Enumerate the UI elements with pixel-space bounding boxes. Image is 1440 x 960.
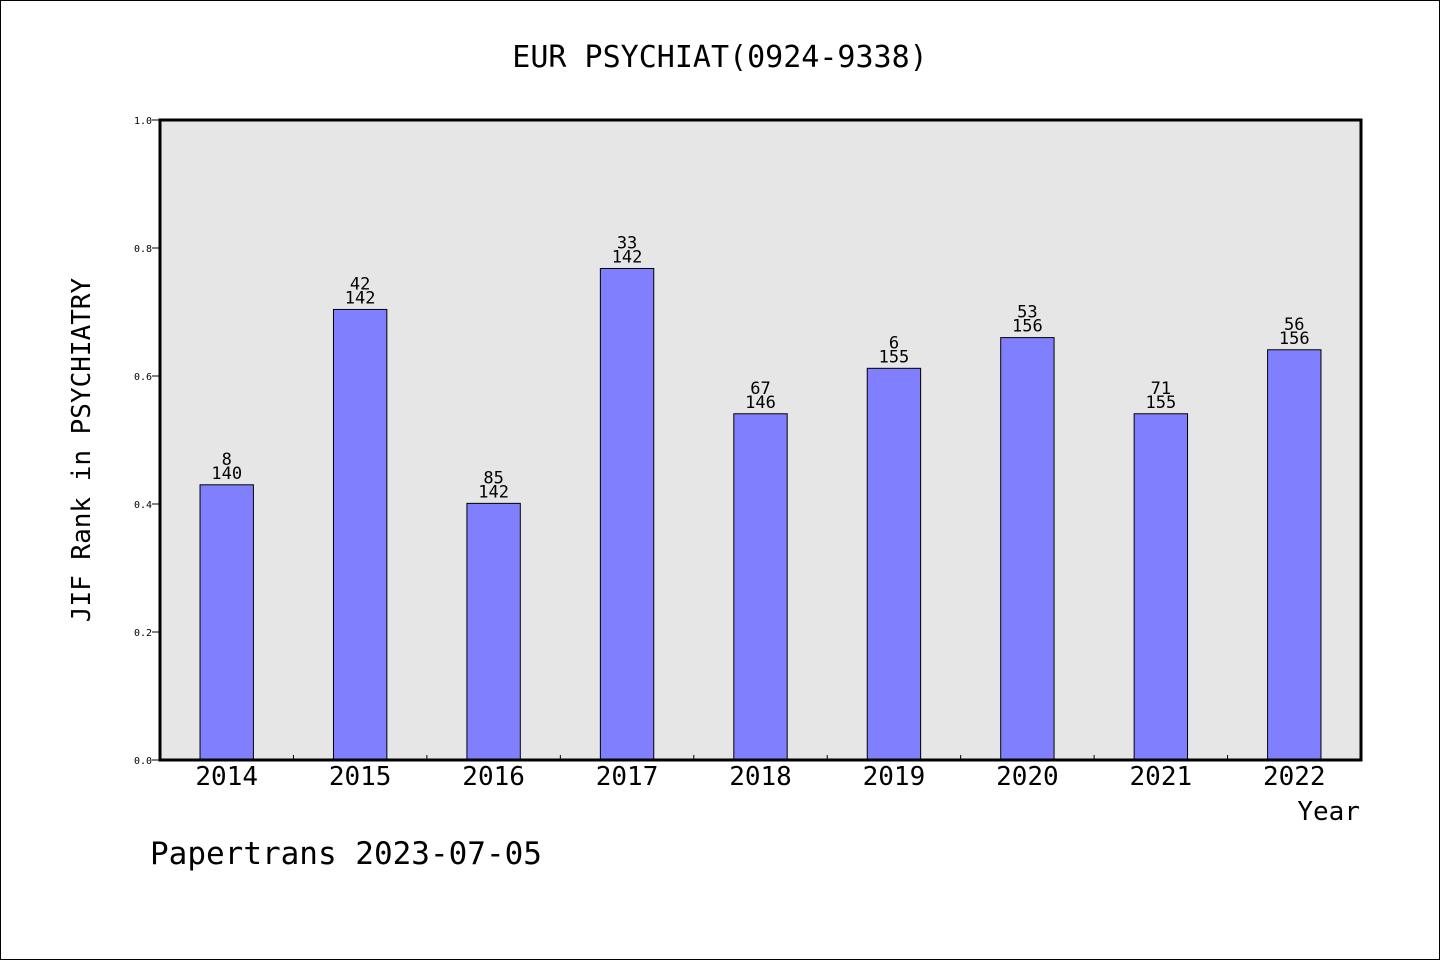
x-tick-label: 2019 bbox=[863, 762, 926, 792]
bar-rank-label: 42 bbox=[350, 274, 370, 294]
bar-rank-label: 85 bbox=[483, 468, 503, 488]
bar-total-label: 155 bbox=[879, 347, 910, 367]
y-axis-ticks: 0.0 0.2 0.4 0.6 0.8 1.0 bbox=[134, 116, 160, 767]
y-tick-label: 0.4 bbox=[134, 500, 152, 511]
bar-total-label: 146 bbox=[745, 393, 776, 413]
bar-rank-label: 56 bbox=[1284, 315, 1304, 335]
x-tick-label: 2017 bbox=[596, 762, 659, 792]
x-tick-label: 2014 bbox=[195, 762, 258, 792]
x-tick-label: 2022 bbox=[1263, 762, 1326, 792]
bar-2021 bbox=[1133, 413, 1189, 761]
bar-2015 bbox=[332, 308, 388, 761]
x-tick-label: 2016 bbox=[462, 762, 525, 792]
x-tick-label: 2018 bbox=[729, 762, 792, 792]
bar-2014 bbox=[199, 484, 254, 761]
footer-watermark: Papertrans 2023-07-05 bbox=[150, 836, 542, 872]
bars bbox=[199, 267, 1322, 761]
bar-total-label: 140 bbox=[211, 464, 242, 484]
chart-title: EUR PSYCHIAT(0924-9338) bbox=[512, 40, 927, 75]
bar-rank-label: 53 bbox=[1017, 303, 1037, 323]
x-axis-label: Year bbox=[1297, 797, 1360, 827]
y-tick-label: 1.0 bbox=[134, 116, 152, 127]
bar-rank-label: 33 bbox=[617, 233, 637, 253]
bar-total-label: 156 bbox=[1279, 329, 1310, 349]
bar-2016 bbox=[466, 502, 521, 761]
bar-total-label: 156 bbox=[1012, 317, 1043, 337]
y-tick-label: 0.8 bbox=[134, 244, 152, 255]
bar-rank-label: 67 bbox=[750, 379, 770, 399]
y-tick-label: 0.2 bbox=[134, 628, 152, 639]
bar-total-label: 142 bbox=[612, 247, 643, 267]
bar-2017 bbox=[599, 267, 655, 761]
bar-labels: 8140421428514233142671466155531567115556… bbox=[211, 233, 1309, 502]
x-tick-label: 2020 bbox=[996, 762, 1059, 792]
bar-total-label: 142 bbox=[478, 482, 509, 502]
bar-total-label: 142 bbox=[345, 288, 376, 308]
bar-rank-label: 8 bbox=[222, 450, 232, 470]
bar-2020 bbox=[1000, 337, 1055, 761]
plot-border bbox=[158, 118, 1363, 762]
y-tick-label: 0.6 bbox=[134, 372, 152, 383]
bar-2022 bbox=[1267, 349, 1322, 761]
bar-rank-label: 6 bbox=[889, 333, 899, 353]
x-axis-ticks: 2014 2015 2016 2017 2018 2019 2020 2021 2022 bbox=[195, 755, 1326, 792]
x-tick-label: 2021 bbox=[1130, 762, 1193, 792]
bar-rank-label: 71 bbox=[1151, 379, 1171, 399]
bar-2019 bbox=[866, 367, 922, 761]
y-tick-label: 0.0 bbox=[134, 756, 152, 767]
y-axis-label: JIF Rank in PSYCHIATRY bbox=[67, 277, 97, 622]
bar-total-label: 155 bbox=[1145, 393, 1176, 413]
bar-2018 bbox=[733, 413, 788, 761]
x-tick-label: 2015 bbox=[329, 762, 392, 792]
